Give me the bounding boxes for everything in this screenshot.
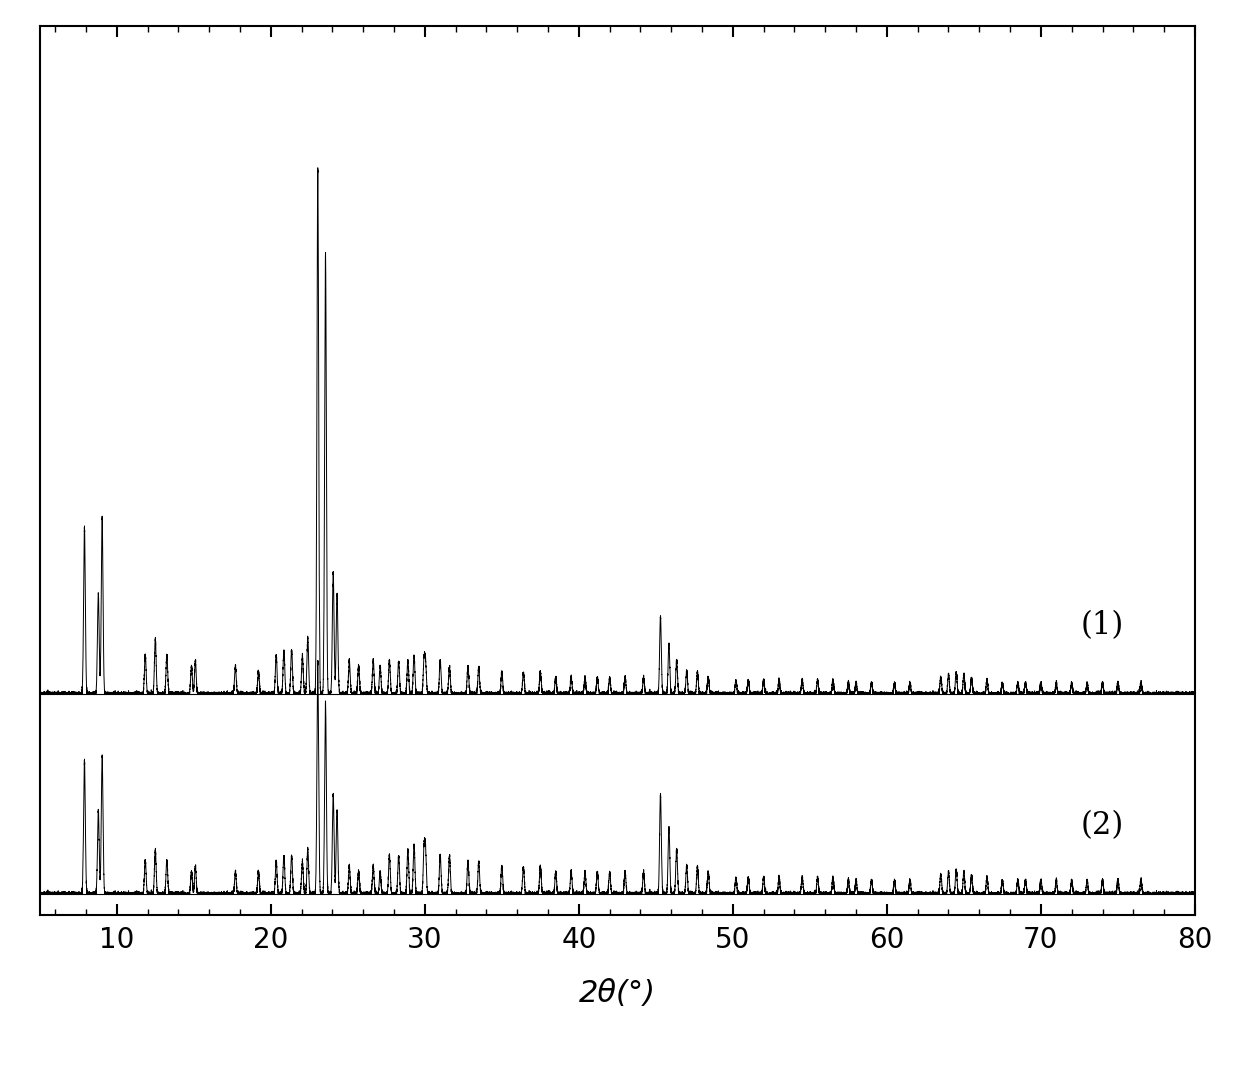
X-axis label: 2θ(°): 2θ(°): [579, 980, 656, 1008]
Text: (1): (1): [1081, 610, 1125, 642]
Text: (2): (2): [1081, 810, 1125, 841]
